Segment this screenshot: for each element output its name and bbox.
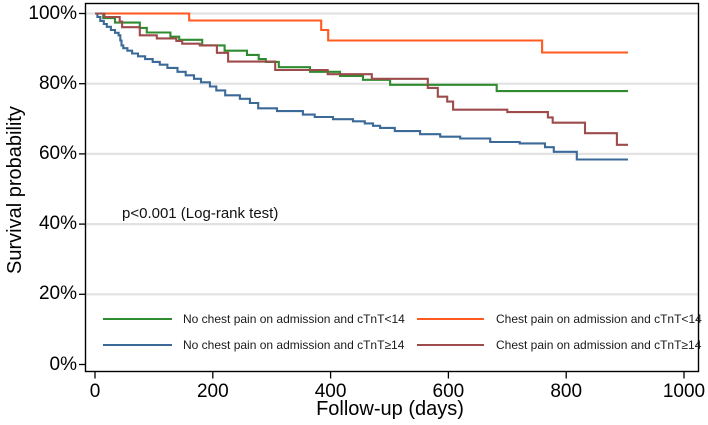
y-axis-title: Survival probability [4,106,26,274]
survival-curve [95,12,628,54]
legend-label: No chest pain on admission and cTnT≥14 [183,338,405,352]
x-tick-label: 0 [89,381,101,402]
legend-line-swatch [417,343,484,347]
y-tick-label: 80% [38,72,77,94]
y-tick-label: 0% [49,353,77,375]
x-tick-label: 400 [314,381,347,402]
x-axis-title: Follow-up (days) [316,398,464,420]
pvalue-annotation: p<0.001 (Log-rank test) [122,205,279,222]
y-tick-label: 40% [38,213,77,235]
survival-curve [95,12,628,161]
x-tick-label: 1000 [662,381,706,402]
x-tick-label: 800 [550,381,583,402]
legend-line-swatch [103,343,172,347]
x-tick-label: 200 [196,381,229,402]
legend-label: No chest pain on admission and cTnT<14 [183,312,405,326]
x-tick-label: 600 [432,381,465,402]
survival-curve [95,12,628,146]
y-tick-label: 20% [38,283,77,305]
legend-label: Chest pain on admission and cTnT<14 [496,312,702,326]
y-tick-label: 60% [38,142,77,164]
legend-label: Chest pain on admission and cTnT≥14 [496,338,702,352]
plot-frame [84,2,700,373]
legend-line-swatch [103,317,172,321]
legend-line-swatch [417,317,484,321]
y-tick-label: 100% [28,2,77,24]
